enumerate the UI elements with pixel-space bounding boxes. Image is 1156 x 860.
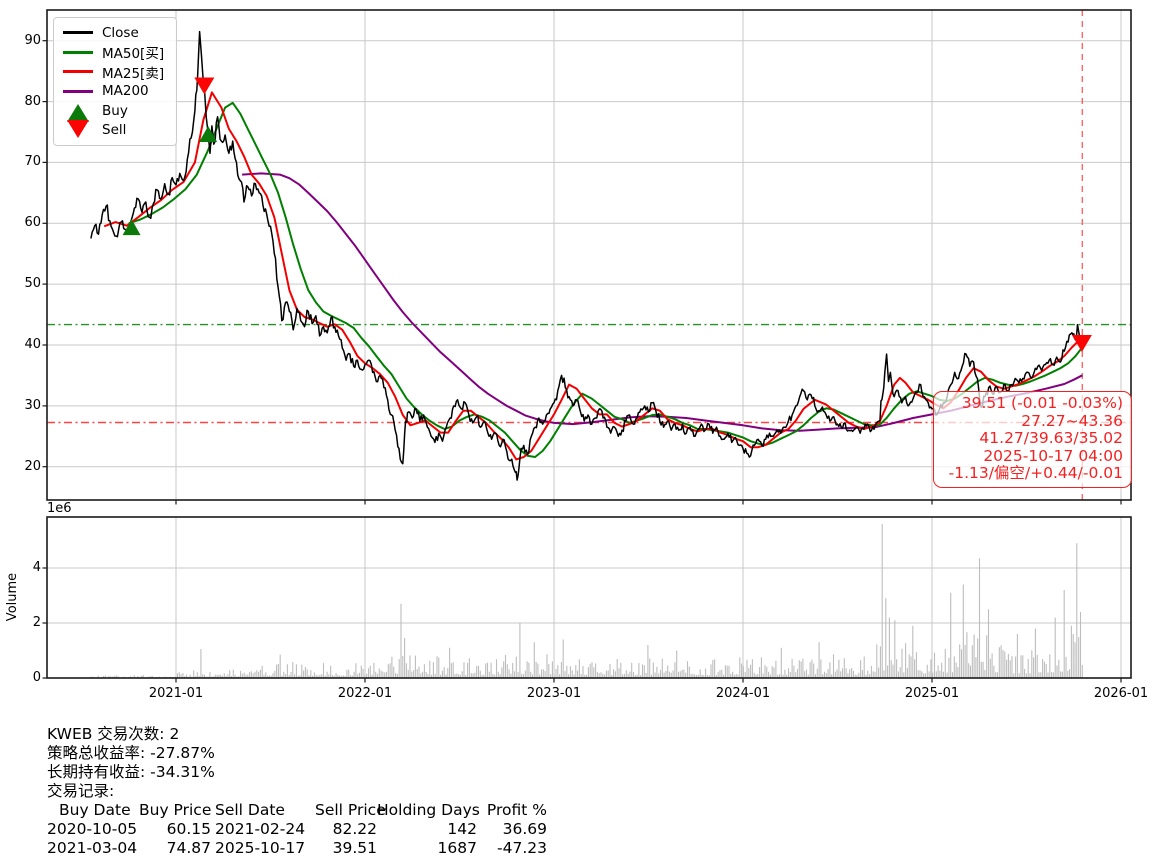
trade-table-header: Sell Price — [315, 801, 386, 819]
sell-marker — [1071, 334, 1092, 352]
price-y-tick-label: 30 — [24, 398, 41, 413]
price-chart — [42, 9, 1132, 505]
sell-marker — [194, 77, 215, 95]
trade-table-header: Sell Date — [215, 801, 285, 819]
x-tick-label: 2022-01 — [337, 686, 393, 701]
close-line-swatch — [63, 31, 93, 35]
trade-table-cell: 1687 — [437, 839, 477, 857]
x-tick-label: 2021-01 — [148, 686, 204, 701]
trade-records-table: Buy Date Buy Price Sell Date Sell Price Hold… — [47, 801, 547, 858]
legend-label: Buy — [102, 102, 128, 119]
price-y-tick-label: 40 — [24, 337, 41, 352]
volume-offset-label: 1e6 — [47, 501, 72, 516]
tooltip-date-line: 2025-10-17 04:00 — [983, 446, 1123, 465]
trade-table-header: Profit % — [486, 801, 547, 819]
close-line — [90, 30, 1084, 481]
price-y-tick-label: 60 — [24, 215, 41, 230]
sell-triangle-icon — [63, 120, 93, 139]
buy-marker — [199, 126, 218, 143]
legend-item-ma200: MA200 — [63, 82, 164, 102]
price-plot-border — [46, 9, 1132, 501]
trade-table-cell: 39.51 — [332, 839, 377, 857]
volume-y-tick-label: 2 — [32, 615, 41, 630]
tooltip-range-line: 27.27~43.36 — [1021, 411, 1123, 430]
trade-table-cell: 2025-10-17 — [215, 839, 306, 857]
report-strategy-return: 策略总收益率: -27.87% — [47, 744, 215, 762]
volume-chart — [42, 516, 1132, 683]
tooltip-ma-line: 41.27/39.63/35.02 — [979, 429, 1123, 448]
buy-triangle-icon — [63, 103, 93, 122]
volume-y-tick-label: 0 — [32, 670, 41, 685]
price-y-tick-label: 70 — [24, 154, 41, 169]
trade-table-cell: 2020-10-05 — [47, 820, 138, 838]
trade-table-cell: 74.87 — [166, 839, 211, 857]
trade-table-cell: 60.15 — [166, 820, 211, 838]
price-y-tick-label: 90 — [24, 33, 41, 48]
buy-marker — [122, 219, 141, 236]
trade-table-header: Buy Price — [139, 801, 212, 819]
trade-table-cell: 142 — [447, 820, 477, 838]
legend-label: MA25[卖] — [102, 65, 165, 82]
legend: Close MA50[买] MA25[卖] MA200 Buy Sell — [53, 17, 178, 146]
legend-label: Close — [102, 24, 139, 41]
legend-item-ma25: MA25[卖] — [63, 62, 164, 82]
price-y-tick-label: 50 — [24, 276, 41, 291]
legend-item-close: Close — [63, 23, 164, 43]
price-y-tick-label: 20 — [24, 459, 41, 474]
legend-label: MA200 — [102, 83, 149, 100]
price-tooltip: 39.51 (-0.01 -0.03%) 27.27~43.36 41.27/3… — [933, 391, 1132, 488]
volume-plot-border — [46, 516, 1132, 679]
trade-table-header: Holding Days — [377, 801, 480, 819]
tooltip-price-line: 39.51 (-0.01 -0.03%) — [961, 394, 1123, 412]
ma50-line — [128, 101, 1084, 458]
volume-y-tick-label: 4 — [32, 560, 41, 575]
report-trades-count: KWEB 交易次数: 2 — [47, 725, 180, 743]
price-y-tick-label: 80 — [24, 94, 41, 109]
legend-item-buy: Buy — [63, 101, 164, 122]
x-tick-label: 2024-01 — [715, 686, 771, 701]
legend-label: MA50[买] — [102, 46, 165, 63]
trade-table-cell: 2021-03-04 — [47, 839, 138, 857]
legend-item-sell: Sell — [63, 120, 164, 141]
trade-table-header: Buy Date — [59, 801, 131, 819]
legend-item-ma50: MA50[买] — [63, 43, 165, 63]
trade-table-cell: 36.69 — [502, 820, 547, 838]
tooltip-signal-line: -1.13/偏空/+0.44/-0.01 — [948, 464, 1123, 483]
x-tick-label: 2025-01 — [904, 686, 960, 701]
report-records-title: 交易记录: — [47, 782, 115, 800]
ma200-line-swatch — [63, 89, 93, 93]
ma50-line-swatch — [63, 50, 93, 54]
report-hold-return: 长期持有收益: -34.31% — [47, 763, 215, 781]
volume-axis-label: Volume — [5, 572, 20, 622]
ma25-line-swatch — [63, 70, 93, 74]
legend-label: Sell — [102, 122, 127, 139]
trade-table-cell: 2021-02-24 — [215, 820, 306, 838]
trade-table-cell: -47.23 — [497, 839, 547, 857]
x-tick-label: 2026-01 — [1093, 686, 1149, 701]
strategy-report: KWEB 交易次数: 2 策略总收益率: -27.87% 长期持有收益: -34… — [47, 725, 547, 858]
volume-bars — [90, 524, 1083, 678]
x-tick-label: 2023-01 — [526, 686, 582, 701]
trade-table-cell: 82.22 — [332, 820, 377, 838]
